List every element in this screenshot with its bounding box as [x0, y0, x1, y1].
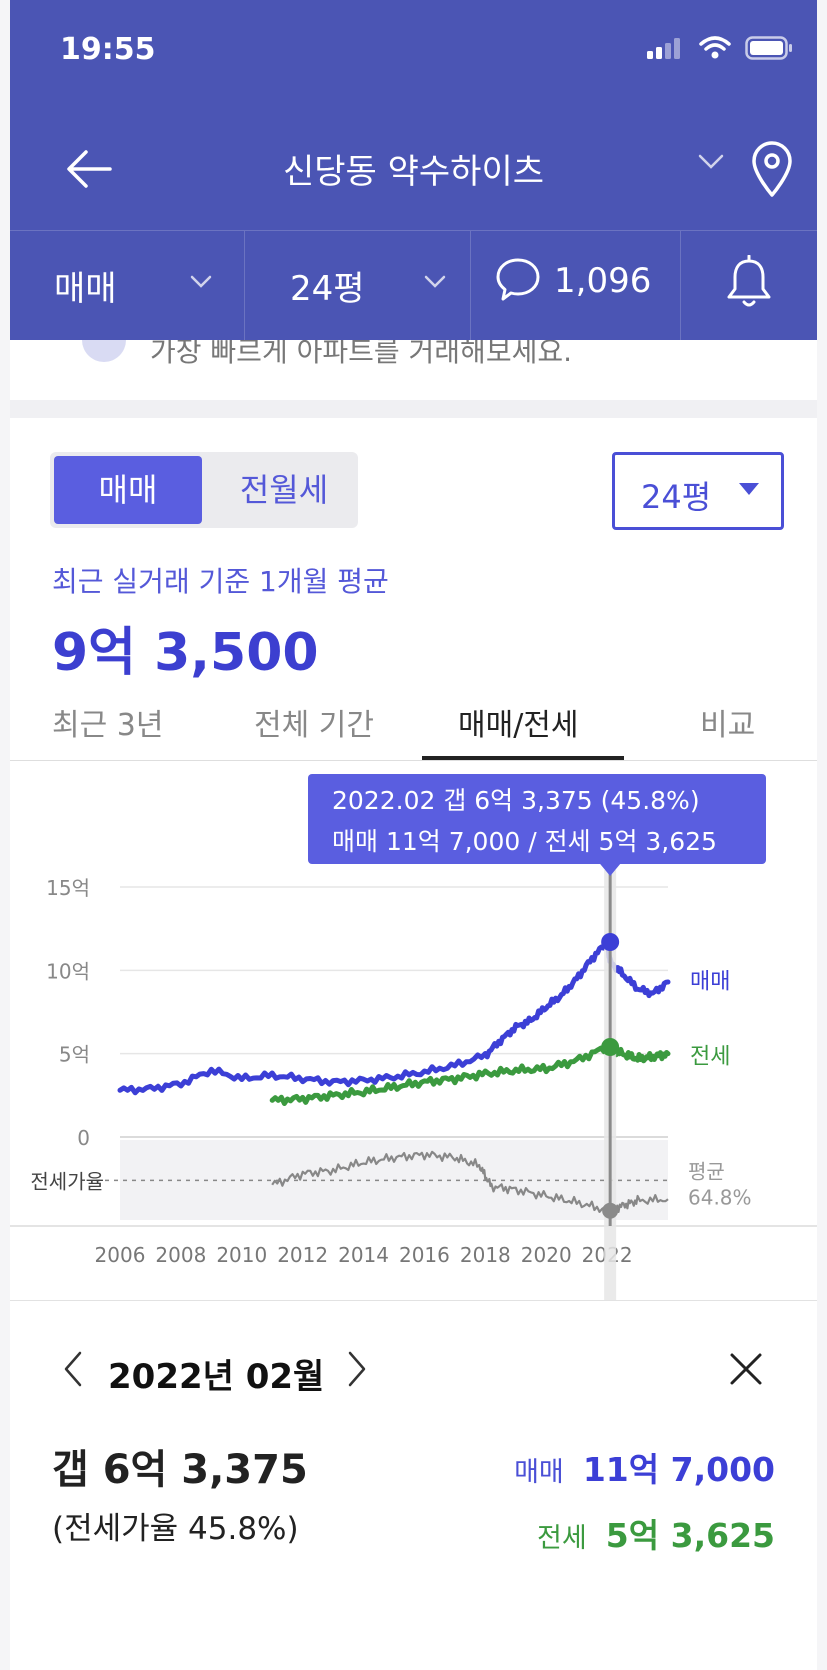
wifi-icon	[699, 36, 731, 59]
ratio-selected-point	[602, 1202, 619, 1219]
section-divider	[10, 400, 817, 418]
speech-bubble-icon	[496, 258, 540, 301]
y-tick-label: 15억	[46, 876, 90, 900]
x-tick-label: 2012	[277, 1243, 328, 1267]
signal-icon	[647, 38, 680, 59]
y-tick-label: 10억	[46, 959, 90, 983]
size-dropdown-value: 24평	[641, 478, 712, 516]
right-margin	[817, 0, 827, 1670]
sale-selected-point	[601, 933, 620, 951]
filter-row: 매매 24평 1,096	[10, 230, 817, 341]
ratio-label: 전세가율	[30, 1169, 104, 1193]
map-pin-icon[interactable]	[748, 140, 796, 198]
y-tick-label: 0	[77, 1126, 90, 1150]
apartment-title[interactable]: 신당동 약수하이츠	[282, 152, 545, 192]
back-arrow-icon[interactable]	[62, 142, 116, 196]
size-dropdown[interactable]: 24평	[612, 452, 784, 530]
status-time: 19:55	[60, 32, 156, 67]
jeonse-series-line	[269, 1042, 671, 1106]
sale-label: 매매	[514, 1457, 564, 1488]
jeonse-value: 5억 3,625	[605, 1516, 775, 1555]
tab-recent-3y[interactable]: 최근 3년	[52, 708, 164, 743]
jeonse-selected-point	[601, 1038, 620, 1056]
deal-type-toggle: 매매 전월세	[50, 452, 358, 528]
tab-all-period[interactable]: 전체 기간	[254, 708, 374, 743]
detail-panel: 2022년 02월 갭 6억 3,375 (전세가율 45.8%) 매매 11억…	[10, 1300, 817, 1670]
chart-tooltip	[308, 774, 766, 864]
sale-price-row: 매매 11억 7,000	[514, 1443, 775, 1491]
caret-down-icon	[739, 483, 759, 495]
x-tick-label: 2020	[521, 1243, 572, 1267]
x-tick-label: 2014	[338, 1243, 389, 1267]
sale-series-label: 매매	[690, 969, 730, 994]
average-price: 9억 3,500	[52, 623, 319, 683]
toggle-rent[interactable]: 전월세	[239, 471, 329, 509]
battery-icon	[745, 36, 792, 60]
deal-type-filter[interactable]: 매매	[10, 231, 245, 341]
price-card: 매매 전월세 24평 최근 실거래 기준 1개월 평균 9억 3,500 최근 …	[10, 418, 817, 1670]
alarm-button[interactable]	[680, 231, 817, 341]
active-tab-indicator	[422, 756, 624, 760]
promo-banner[interactable]: 가장 빠르게 아파트를 거래해보세요.	[10, 340, 817, 400]
gap-ratio: (전세가율 45.8%)	[52, 1511, 299, 1547]
tab-sale-jeonse[interactable]: 매매/전세	[458, 708, 579, 743]
ratio-average-label: 평균	[688, 1159, 725, 1183]
chevron-down-icon	[190, 275, 212, 288]
left-margin	[0, 0, 10, 1670]
x-tick-label: 2016	[399, 1243, 450, 1267]
x-tick-label: 2018	[460, 1243, 511, 1267]
title-row: 신당동 약수하이츠	[10, 120, 817, 220]
status-icons	[647, 36, 793, 60]
tab-compare[interactable]: 비교	[700, 708, 756, 743]
chevron-left-icon[interactable]	[56, 1349, 90, 1389]
detail-date: 2022년 02월	[108, 1357, 325, 1397]
period-tabs: 최근 3년 전체 기간 매매/전세 비교	[10, 682, 817, 761]
jeonse-price-row: 전세 5억 3,625	[537, 1509, 775, 1557]
size-filter-label: 24평	[290, 269, 365, 309]
ratio-average-value: 64.8%	[688, 1185, 752, 1209]
tooltip-line2: 매매 11억 7,000 / 전세 5억 3,625	[332, 827, 717, 856]
deal-type-label: 매매	[54, 269, 117, 309]
comment-count: 1,096	[554, 261, 652, 301]
size-filter[interactable]: 24평	[244, 231, 471, 341]
jeonse-label: 전세	[537, 1523, 587, 1554]
tooltip-pointer	[600, 864, 621, 876]
jeonse-series-label: 전세	[690, 1044, 730, 1069]
x-tick-label: 2008	[155, 1243, 206, 1267]
average-label: 최근 실거래 기준 1개월 평균	[52, 565, 389, 598]
sale-value: 11억 7,000	[582, 1450, 775, 1489]
price-chart[interactable]: 15억 10억 5억 0 2006 2008 2010 2012 2014 2016 2018 202…	[10, 760, 817, 1300]
toggle-sale[interactable]: 매매	[54, 456, 202, 524]
sale-series-line	[117, 939, 671, 1096]
x-tick-label: 2006	[95, 1243, 146, 1267]
app-header: 19:55	[10, 0, 817, 341]
chevron-right-icon[interactable]	[340, 1349, 374, 1389]
close-icon[interactable]	[726, 1349, 766, 1389]
tooltip-line1: 2022.02 갭 6억 3,375 (45.8%)	[332, 786, 700, 815]
comments-button[interactable]: 1,096	[470, 231, 681, 341]
banner-icon	[82, 340, 126, 362]
banner-text: 가장 빠르게 아파트를 거래해보세요.	[150, 340, 573, 368]
y-tick-label: 5억	[59, 1043, 90, 1067]
x-tick-label: 2010	[216, 1243, 267, 1267]
gap-amount: 갭 6억 3,375	[52, 1447, 308, 1493]
app-screen: 19:55	[10, 0, 817, 1670]
chevron-down-icon[interactable]	[698, 154, 724, 170]
chevron-down-icon	[424, 275, 446, 288]
bell-icon	[727, 255, 771, 307]
price-chart-svg: 15억 10억 5억 0 2006 2008 2010 2012 2014 2016 2018 202…	[10, 774, 817, 1300]
